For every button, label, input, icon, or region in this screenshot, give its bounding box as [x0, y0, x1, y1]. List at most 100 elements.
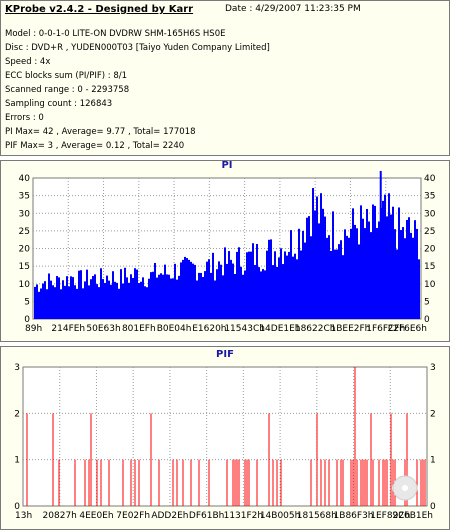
pi-bar — [192, 263, 194, 319]
pi-bar — [110, 284, 112, 319]
y-tick-label: 0 — [14, 502, 20, 512]
y-tick-label-right: 3 — [430, 363, 436, 373]
info-pi-stats: PI Max= 42 , Average= 9.77 , Total= 1770… — [5, 127, 196, 137]
pi-chart: PI 0 0 5 5 10 10 15 15 20 20 25 25 30 30 35 35 40 40 89h 214… — [19, 161, 436, 334]
y-tick-label-right: 40 — [424, 174, 436, 184]
pi-bar — [114, 281, 116, 319]
pi-peak-spike — [379, 170, 382, 319]
pi-bar — [118, 288, 120, 319]
pi-bar — [64, 285, 66, 319]
pi-bar — [50, 280, 52, 319]
x-tick-label: 181568h — [297, 511, 337, 521]
pi-bar — [368, 221, 370, 319]
pi-bar — [234, 273, 236, 319]
y-tick-label: 10 — [19, 280, 31, 290]
pi-bar — [196, 280, 198, 319]
y-tick-label-right: 25 — [424, 227, 435, 237]
pi-bar — [406, 220, 408, 319]
y-tick-label: 15 — [19, 262, 30, 272]
pi-bar — [154, 262, 156, 319]
pi-bar — [264, 270, 266, 319]
pi-bar — [334, 249, 336, 319]
pi-series — [34, 170, 420, 319]
pi-bar — [100, 268, 102, 319]
pi-bar — [150, 272, 152, 319]
x-tick-label: 801EFh — [122, 324, 156, 334]
pi-bar — [182, 259, 184, 319]
pi-bar — [378, 221, 380, 319]
pi-bar — [92, 275, 94, 319]
pi-bar — [248, 251, 250, 319]
pi-bar — [414, 220, 416, 319]
pi-bar — [190, 261, 192, 319]
pi-bar — [220, 264, 222, 319]
pi-bar — [320, 193, 322, 319]
y-tick-label: 5 — [24, 297, 30, 307]
pi-bar — [332, 211, 334, 319]
pi-bar — [104, 282, 106, 319]
scan-date: Date : 4/29/2007 11:23:35 PM — [225, 4, 361, 14]
info-pif-stats: PIF Max= 3 , Average= 0.12 , Total= 2240 — [5, 141, 185, 151]
x-tick-label: 7E02Fh — [116, 511, 150, 521]
info-model: Model : 0-0-1-0 LITE-ON DVDRW SHM-165H6S… — [5, 29, 226, 39]
pi-bar — [306, 217, 308, 319]
pi-bar — [272, 265, 274, 319]
pi-bar — [242, 274, 244, 319]
pi-bar — [176, 279, 178, 319]
pi-bar — [358, 244, 360, 319]
pi-bar — [348, 237, 350, 319]
y-tick-label-right: 1 — [430, 456, 436, 466]
x-tick-label: 50E63h — [86, 324, 120, 334]
pi-bar — [72, 277, 74, 319]
y-tick-label-right: 0 — [430, 502, 436, 512]
pi-bar — [76, 288, 78, 319]
pi-bar — [396, 249, 398, 319]
pi-bar — [130, 274, 132, 319]
pi-bar — [292, 256, 294, 319]
pi-bar — [122, 283, 124, 319]
pi-bar — [402, 227, 404, 319]
x-tick-label: ADD2Eh — [151, 511, 188, 521]
pi-bar — [78, 270, 80, 319]
pi-chart-panel: PI 0 0 5 5 10 10 15 15 20 20 25 25 30 30 35 35 40 40 89h 214… — [0, 160, 450, 342]
x-tick-label: 14DE1Eh — [259, 324, 300, 334]
pi-bar — [346, 235, 348, 319]
pi-bar — [208, 259, 210, 319]
y-tick-label-right: 30 — [424, 209, 436, 219]
pi-bar — [98, 287, 100, 319]
x-tick-label: 14B005h — [260, 511, 301, 521]
pi-bar — [364, 228, 366, 319]
pi-bar — [290, 230, 292, 319]
pi-bar — [138, 283, 140, 319]
pi-bar — [82, 288, 84, 319]
pi-bar — [174, 263, 176, 319]
pi-bar — [324, 216, 326, 319]
pi-bar — [294, 253, 296, 319]
pi-bar — [268, 239, 270, 319]
pi-bar — [66, 276, 68, 319]
pi-bar — [278, 257, 280, 319]
info-range: Scanned range : 0 - 2293758 — [5, 85, 130, 95]
pi-bar — [136, 269, 138, 319]
pi-bar — [274, 251, 276, 319]
pi-bar — [296, 259, 298, 319]
pi-bar — [126, 277, 128, 319]
pi-bar — [362, 218, 364, 319]
pi-bar — [42, 283, 44, 319]
y-tick-label-right: 10 — [424, 280, 436, 290]
chart-title: PI — [221, 161, 232, 171]
pi-bar — [140, 281, 142, 319]
x-tick-label: 1EF89Ch — [370, 511, 410, 521]
pi-bar — [300, 250, 302, 319]
pi-bar — [112, 271, 114, 319]
y-tick-label: 30 — [19, 209, 31, 219]
x-tick-label: 11543Ch — [224, 324, 265, 334]
pi-bar — [328, 235, 330, 319]
app-title: KProbe v2.4.2 - Designed by Karr — [5, 4, 194, 15]
y-tick-label-right: 15 — [424, 262, 435, 272]
y-tick-label: 35 — [19, 192, 30, 202]
pi-bar — [124, 267, 126, 319]
pi-bar — [168, 274, 170, 319]
pi-bar — [350, 228, 352, 319]
pi-bar — [338, 244, 340, 319]
